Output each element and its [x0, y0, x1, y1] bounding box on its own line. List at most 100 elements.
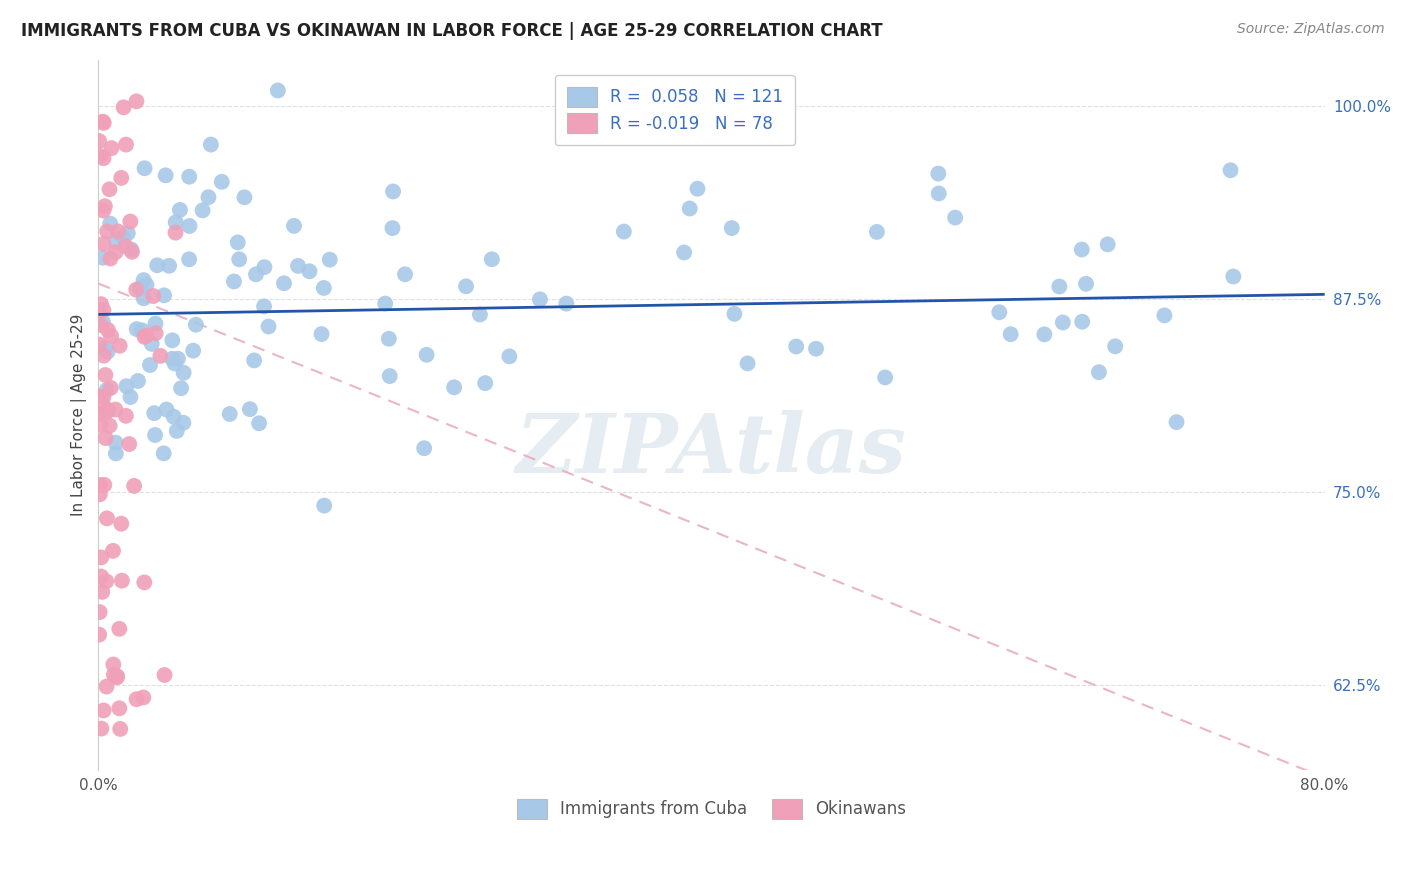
- Point: [613, 225, 636, 239]
- Point: [96, 511, 118, 525]
- Point: [166, 424, 188, 438]
- Point: [121, 244, 143, 259]
- Point: [89, 318, 111, 332]
- Point: [454, 279, 477, 293]
- Point: [90, 297, 112, 311]
- Point: [228, 252, 250, 267]
- Point: [181, 343, 204, 358]
- Point: [104, 435, 127, 450]
- Point: [160, 351, 183, 366]
- Point: [1000, 327, 1022, 342]
- Point: [96, 405, 118, 419]
- Point: [707, 103, 730, 118]
- Point: [91, 585, 114, 599]
- Point: [1070, 243, 1092, 257]
- Point: [167, 351, 190, 366]
- Point: [89, 417, 111, 432]
- Point: [120, 390, 142, 404]
- Point: [104, 446, 127, 460]
- Point: [153, 668, 176, 682]
- Point: [218, 407, 240, 421]
- Point: [90, 550, 112, 565]
- Point: [382, 185, 405, 199]
- Point: [720, 221, 742, 235]
- Point: [197, 190, 219, 204]
- Point: [413, 441, 436, 455]
- Point: [96, 224, 118, 238]
- Point: [103, 657, 125, 672]
- Point: [91, 302, 114, 317]
- Point: [105, 670, 128, 684]
- Point: [120, 243, 142, 257]
- Point: [415, 348, 437, 362]
- Point: [866, 225, 889, 239]
- Point: [529, 293, 551, 307]
- Point: [162, 334, 184, 348]
- Point: [1074, 277, 1097, 291]
- Point: [101, 544, 124, 558]
- Point: [139, 358, 162, 372]
- Point: [142, 289, 165, 303]
- Point: [91, 315, 114, 329]
- Point: [1153, 309, 1175, 323]
- Point: [177, 252, 200, 267]
- Point: [93, 236, 115, 251]
- Point: [91, 398, 114, 412]
- Point: [143, 406, 166, 420]
- Point: [298, 264, 321, 278]
- Point: [93, 349, 115, 363]
- Point: [378, 332, 401, 346]
- Point: [98, 418, 121, 433]
- Point: [191, 203, 214, 218]
- Point: [443, 380, 465, 394]
- Point: [143, 428, 166, 442]
- Point: [146, 258, 169, 272]
- Point: [155, 169, 177, 183]
- Point: [875, 370, 897, 384]
- Text: IMMIGRANTS FROM CUBA VS OKINAWAN IN LABOR FORCE | AGE 25-29 CORRELATION CHART: IMMIGRANTS FROM CUBA VS OKINAWAN IN LABO…: [21, 22, 883, 40]
- Point: [157, 259, 180, 273]
- Point: [253, 299, 276, 313]
- Point: [686, 182, 709, 196]
- Point: [112, 100, 135, 114]
- Point: [498, 350, 520, 364]
- Point: [165, 226, 187, 240]
- Point: [155, 402, 177, 417]
- Point: [381, 221, 404, 235]
- Point: [108, 622, 131, 636]
- Point: [1166, 415, 1188, 429]
- Point: [928, 186, 950, 201]
- Point: [988, 305, 1011, 319]
- Point: [172, 416, 194, 430]
- Point: [679, 202, 702, 216]
- Point: [105, 235, 128, 250]
- Point: [87, 389, 110, 403]
- Point: [1047, 279, 1070, 293]
- Point: [89, 605, 111, 619]
- Point: [737, 356, 759, 370]
- Point: [481, 252, 503, 267]
- Point: [129, 281, 152, 295]
- Point: [125, 692, 148, 706]
- Point: [89, 149, 111, 163]
- Point: [226, 235, 249, 250]
- Point: [163, 409, 186, 424]
- Point: [233, 190, 256, 204]
- Point: [93, 151, 115, 165]
- Point: [163, 356, 186, 370]
- Point: [153, 288, 176, 302]
- Point: [257, 319, 280, 334]
- Point: [135, 328, 157, 343]
- Point: [114, 239, 136, 253]
- Point: [100, 329, 122, 343]
- Point: [110, 170, 132, 185]
- Point: [723, 307, 745, 321]
- Point: [318, 252, 340, 267]
- Point: [125, 95, 148, 109]
- Point: [94, 431, 117, 445]
- Point: [1052, 316, 1074, 330]
- Point: [100, 252, 122, 266]
- Point: [394, 267, 416, 281]
- Point: [152, 446, 174, 460]
- Point: [927, 167, 949, 181]
